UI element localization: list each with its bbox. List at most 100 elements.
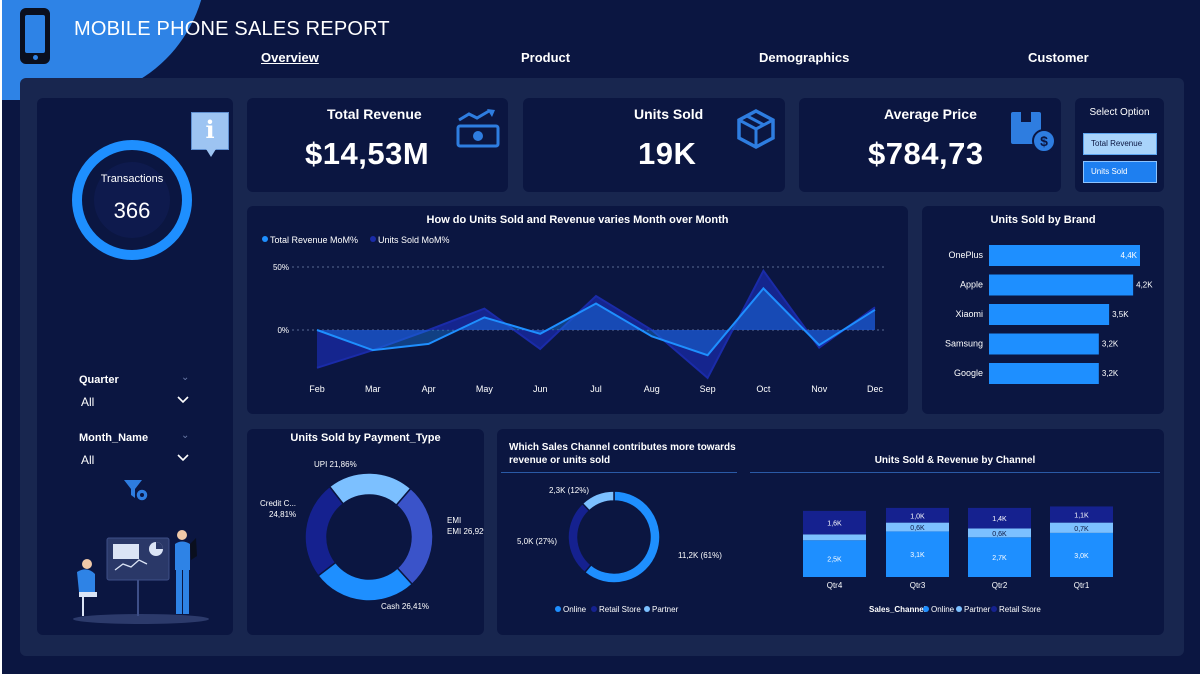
y-tick-label: Xiaomi [955, 309, 983, 319]
x-tick-label: Jun [533, 384, 548, 394]
transactions-value: 366 [113, 198, 151, 223]
brand-bar-chart-card: Units Sold by Brand OnePlus 4,4K Apple 4,2K… [922, 206, 1164, 414]
chevron-down-icon[interactable] [177, 396, 189, 404]
data-label: 3,1K [910, 552, 925, 559]
legend-marker [644, 606, 650, 612]
kpi-units-label: Units Sold [634, 106, 704, 122]
option-total-revenue[interactable]: Total Revenue [1083, 133, 1157, 155]
legend-entry: Online [931, 605, 955, 614]
y-tick-label: Google [954, 368, 983, 378]
x-tick-label: Sep [700, 384, 716, 394]
slice-label: 2,3K (12%) [549, 486, 589, 495]
data-label: 3,2K [1102, 369, 1119, 378]
slice [395, 487, 434, 586]
x-tick-label: Oct [756, 384, 771, 394]
mom-line-chart-card: How do Units Sold and Revenue varies Mon… [247, 206, 908, 414]
legend-entry: Partner [652, 605, 679, 614]
bar-segment [1050, 532, 1113, 577]
quarter-slicer-label: Quarter [79, 374, 119, 386]
tab-demographics[interactable]: Demographics [759, 50, 850, 65]
x-tick-label: Apr [422, 384, 436, 394]
option-units-sold[interactable]: Units Sold [1083, 161, 1157, 183]
data-label: 0,7K [1074, 526, 1089, 533]
info-icon[interactable]: i [191, 112, 229, 157]
legend-marker [262, 236, 268, 242]
series-line [316, 286, 876, 357]
legend-marker [991, 606, 997, 612]
x-tick-label: May [476, 384, 494, 394]
channel-donut-title: Which Sales Channel contributes more tow… [509, 442, 736, 466]
series-area [317, 288, 875, 356]
y-tick-label: OnePlus [948, 250, 983, 260]
y-tick-label: Samsung [945, 339, 983, 349]
bar-segment [968, 537, 1031, 577]
data-label: 1,6K [827, 521, 842, 528]
bar-segment [886, 531, 949, 577]
slice-label: 11,2K (61%) [678, 551, 722, 560]
tab-product[interactable]: Product [521, 50, 571, 65]
bar [989, 304, 1110, 325]
data-label: 2,7K [992, 555, 1007, 562]
quarter-dropdown[interactable]: All [81, 395, 95, 409]
bar-segment [968, 507, 1031, 529]
money-icon [456, 109, 500, 148]
data-label: 0,6K [910, 525, 925, 532]
x-tick-label: Qtr4 [827, 581, 843, 590]
bar [989, 274, 1134, 296]
y-tick-label: 50% [273, 263, 289, 272]
kpi-revenue-value: $14,53M [305, 136, 430, 171]
kpi-price-label: Average Price [884, 106, 977, 122]
tab-customer[interactable]: Customer [1028, 50, 1089, 65]
x-tick-label: Jul [590, 384, 602, 394]
slice-label: EMI 26,92% [447, 527, 484, 536]
legend-entry: Online [563, 605, 587, 614]
mom-line-chart: Total Revenue MoM% Units Sold MoM% 50% 0%… [262, 235, 887, 394]
divider [750, 472, 1160, 473]
channel-stacked-bar-chart: Sales_Channel Online Partner Retail Stor… [803, 506, 1113, 614]
x-tick-label: Qtr3 [910, 581, 926, 590]
payment-donut-chart: UPI 21,86% EMI EMI 26,92% Cash 26,41% Cr… [260, 460, 484, 611]
analyst-illustration [73, 530, 209, 624]
bar-segment [803, 534, 866, 541]
x-tick-label: Qtr1 [1074, 581, 1090, 590]
y-tick-label: Apple [960, 280, 983, 290]
data-label: 3,2K [1102, 340, 1119, 349]
page-title: MOBILE PHONE SALES REPORT [74, 18, 390, 40]
legend-title: Sales_Channel [869, 605, 926, 614]
payment-donut-card: Units Sold by Payment_Type UPI 21,86% EM… [247, 429, 484, 635]
phone-icon [20, 8, 50, 64]
data-label: 4,4K [1121, 251, 1138, 260]
clear-filter-icon[interactable] [123, 478, 151, 504]
transactions-ring [72, 140, 192, 260]
series-area [317, 270, 875, 378]
tab-overview[interactable]: Overview [261, 50, 319, 65]
month-dropdown[interactable]: All [81, 453, 95, 467]
data-label: 2,5K [827, 557, 842, 564]
data-label: 3,5K [1112, 310, 1129, 319]
x-tick-label: Feb [309, 384, 325, 394]
legend-entry: Total Revenue MoM% [270, 235, 358, 245]
kpi-revenue-label: Total Revenue [327, 106, 422, 122]
channel-card: Which Sales Channel contributes more tow… [497, 429, 1164, 635]
x-tick-label: Aug [644, 384, 660, 394]
select-option-title: Select Option [1089, 107, 1150, 118]
select-option-panel: Select Option Total Revenue Units Sold [1075, 98, 1164, 192]
slice [328, 472, 412, 507]
left-filter-panel: i Transactions 366 Quarter ⌄ All Month_N… [37, 98, 233, 635]
bar-segment [968, 528, 1031, 538]
chevron-down-icon[interactable] [177, 454, 189, 462]
package-cube-icon [737, 109, 775, 149]
legend-marker [923, 606, 929, 612]
slice [304, 485, 345, 577]
kpi-units-value: 19K [638, 136, 697, 171]
divider [501, 472, 737, 473]
bar-segment [886, 507, 949, 523]
kpi-total-revenue: Total Revenue $14,53M [247, 98, 508, 192]
data-label: 4,2K [1136, 281, 1153, 290]
x-tick-label: Nov [811, 384, 828, 394]
transactions-label: Transactions [100, 173, 164, 185]
series-line [316, 268, 876, 380]
legend-entry: Units Sold MoM% [378, 235, 450, 245]
x-tick-label: Mar [365, 384, 381, 394]
